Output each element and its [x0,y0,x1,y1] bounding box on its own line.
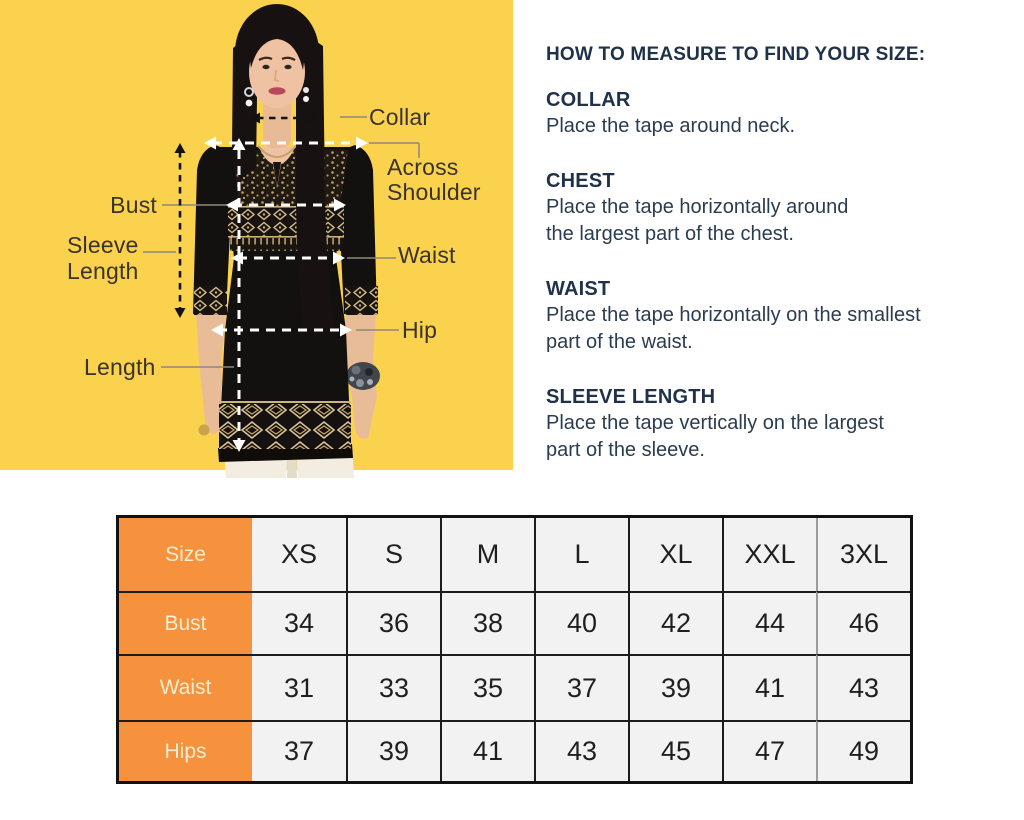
white-measure-arrowheads [204,136,368,452]
kurti-left-cuff [194,286,227,315]
table-cell: 36 [346,591,440,654]
table-cell: 43 [534,720,628,781]
collar-measure-arrow [250,112,315,124]
collar-label: Collar [369,104,431,130]
table-cell: 40 [534,591,628,654]
model-arms [196,312,380,439]
table-cell: 41 [440,720,534,781]
model-face [249,30,305,108]
kurti-bust-band [228,207,344,237]
table-cell: 35 [440,654,534,720]
table-cell: 34 [252,591,346,654]
section-body-line: part of the sleeve. [546,439,705,461]
row-label-waist: Waist [119,654,252,720]
size-column-header: 3XL [816,518,910,591]
table-cell: 39 [628,654,722,720]
table-cell: 37 [252,720,346,781]
section-heading: WAIST [546,277,611,300]
instruction-section-collar: COLLAR Place the tape around neck. [546,88,996,141]
section-body-line: Place the tape around neck. [546,115,796,137]
instruction-section-sleeve-length: SLEEVE LENGTH Place the tape vertically … [546,385,996,465]
kurti-right-cuff [345,286,378,315]
size-column-header: XL [628,518,722,591]
section-body-line: Place the tape horizontally around [546,195,849,218]
section-body-line: part of the waist. [546,331,693,353]
size-column-header: XS [252,518,346,591]
section-heading: CHEST [546,169,615,192]
bracelet [346,362,380,390]
table-cell: 44 [722,591,816,654]
table-cell: 42 [628,591,722,654]
across-shoulder-label: Across Shoulder [387,154,481,205]
size-column-header: L [534,518,628,591]
model-neck [263,96,291,148]
bust-label: Bust [110,192,157,218]
sleeve-length-measure-arrow [174,143,186,318]
table-cell: 41 [722,654,816,720]
size-column-header: XXL [722,518,816,591]
size-header-cell: Size [119,518,252,591]
table-cell: 33 [346,654,440,720]
section-body-line: the largest part of the chest. [546,223,794,245]
table-cell: 45 [628,720,722,781]
measurement-diagram-panel: Collar Across Shoulder Bust Sleeve Lengt… [0,0,513,478]
model-photo-illustration [0,0,513,478]
section-heading: SLEEVE LENGTH [546,385,716,408]
size-column-header: S [346,518,440,591]
earrings [244,87,309,107]
label-connector-lines [143,116,420,368]
length-label: Length [84,354,156,380]
instructions-title: HOW TO MEASURE TO FIND YOUR SIZE: [546,44,926,65]
table-cell: 43 [816,654,910,720]
row-label-hips: Hips [119,720,252,781]
sleeve-length-label: Sleeve Length [67,232,139,284]
how-to-measure-instructions: HOW TO MEASURE TO FIND YOUR SIZE: COLLAR… [546,43,996,465]
section-body-line: Place the tape horizontally on the small… [546,303,921,326]
table-cell: 31 [252,654,346,720]
table-cell: 39 [346,720,440,781]
table-cell: 38 [440,591,534,654]
section-body-line: Place the tape vertically on the largest [546,411,884,434]
section-heading: COLLAR [546,89,631,111]
waist-label: Waist [398,242,456,268]
ring [198,424,210,436]
table-cell: 49 [816,720,910,781]
hip-label: Hip [402,317,438,343]
size-chart-table: Size XS S M L XL XXL 3XL Bust 34 36 38 40 42 44 46 Waist… [116,515,913,784]
instruction-section-chest: CHEST Place the tape horizontally around… [546,169,996,249]
table-cell: 47 [722,720,816,781]
table-cell: 46 [816,591,910,654]
instruction-section-waist: WAIST Place the tape horizontally on the… [546,277,996,357]
table-cell: 37 [534,654,628,720]
row-label-bust: Bust [119,591,252,654]
size-column-header: M [440,518,534,591]
